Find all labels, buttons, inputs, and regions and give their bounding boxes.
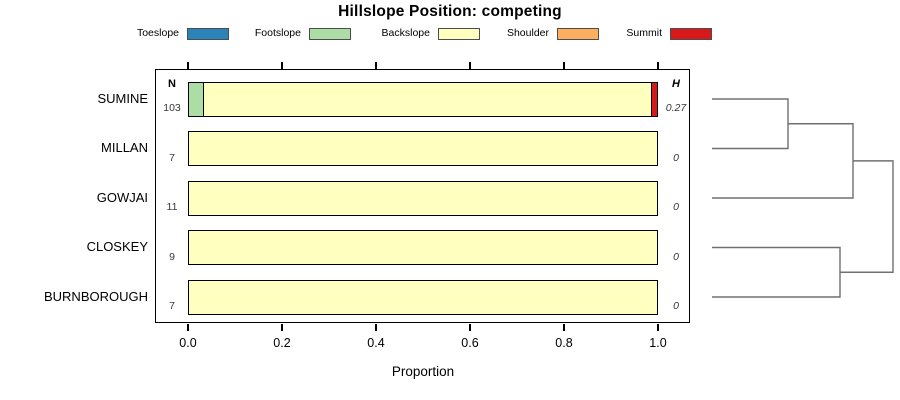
axis-tick-label: 1.0 xyxy=(649,336,667,350)
axis-tick-label: 0.8 xyxy=(555,336,573,350)
legend-item-shoulder: Shoulder xyxy=(449,26,599,41)
axis-tick-top xyxy=(187,62,189,69)
chart-title: Hillslope Position: competing xyxy=(338,3,562,20)
h-column-header: H xyxy=(672,78,680,90)
n-value: 9 xyxy=(169,250,175,263)
legend-swatch-icon xyxy=(557,27,599,40)
legend-label: Footslope xyxy=(254,27,301,39)
bar-segment-footslope xyxy=(189,82,204,116)
legend-item-backslope: Backslope xyxy=(330,26,480,41)
axis-tick-top xyxy=(281,62,283,69)
bar-segment-backslope xyxy=(189,231,657,264)
axis-tick-bottom xyxy=(375,323,377,331)
axis-tick-bottom xyxy=(187,323,189,331)
n-value: 7 xyxy=(169,151,175,164)
legend-swatch-icon xyxy=(309,27,351,40)
legend-label: Backslope xyxy=(381,27,430,39)
n-value: 11 xyxy=(166,201,178,213)
legend-item-toeslope: Toeslope xyxy=(79,26,229,41)
h-value: 0.27 xyxy=(665,102,687,114)
axis-tick-label: 0.4 xyxy=(367,336,385,350)
legend-swatch-icon xyxy=(438,27,480,40)
x-axis-title: Proportion xyxy=(391,364,455,379)
axis-tick-top xyxy=(563,62,565,69)
axis-tick-top xyxy=(375,62,377,69)
legend-item-summit: Summit xyxy=(562,26,712,41)
legend-label: Shoulder xyxy=(506,27,549,39)
stacked-bar xyxy=(188,180,658,216)
dendrogram-links xyxy=(712,98,894,298)
bar-segment-summit xyxy=(651,82,657,116)
axis-tick-label: 0.2 xyxy=(273,336,291,350)
legend-swatch-icon xyxy=(187,27,229,40)
h-value: 0 xyxy=(673,250,679,263)
bar-segment-backslope xyxy=(189,280,657,314)
h-value: 0 xyxy=(673,300,679,312)
stacked-bar xyxy=(188,131,658,166)
h-value: 0 xyxy=(673,201,679,213)
axis-tick-label: 0.0 xyxy=(179,336,197,350)
stacked-bar xyxy=(188,81,658,117)
h-value: 0 xyxy=(673,151,679,164)
axis-tick-label: 0.6 xyxy=(461,336,479,350)
series-label-burnborough: BURNBOROUGH xyxy=(43,288,148,304)
n-value: 7 xyxy=(169,300,175,312)
legend-label: Toeslope xyxy=(136,27,179,39)
series-label-millan: MILLAN xyxy=(101,140,148,155)
legend-label: Summit xyxy=(626,27,662,39)
series-label-gowjai: GOWJAI xyxy=(96,189,148,205)
axis-tick-bottom xyxy=(563,323,565,331)
n-column-header: N xyxy=(168,78,176,90)
axis-tick-top xyxy=(469,62,471,69)
axis-tick-bottom xyxy=(469,323,471,331)
legend-item-footslope: Footslope xyxy=(201,26,351,41)
series-label-closkey: CLOSKEY xyxy=(86,239,148,254)
axis-tick-bottom xyxy=(657,323,659,331)
bar-segment-backslope xyxy=(189,132,657,165)
bar-segment-backslope xyxy=(189,181,657,215)
axis-tick-top xyxy=(657,62,659,69)
series-label-sumine: SUMINE xyxy=(97,90,148,106)
legend-swatch-icon xyxy=(670,27,712,40)
axis-tick-bottom xyxy=(281,323,283,331)
stacked-bar xyxy=(188,279,658,315)
stacked-bar xyxy=(188,230,658,265)
bar-segment-backslope xyxy=(203,82,652,116)
n-value: 103 xyxy=(163,102,181,114)
